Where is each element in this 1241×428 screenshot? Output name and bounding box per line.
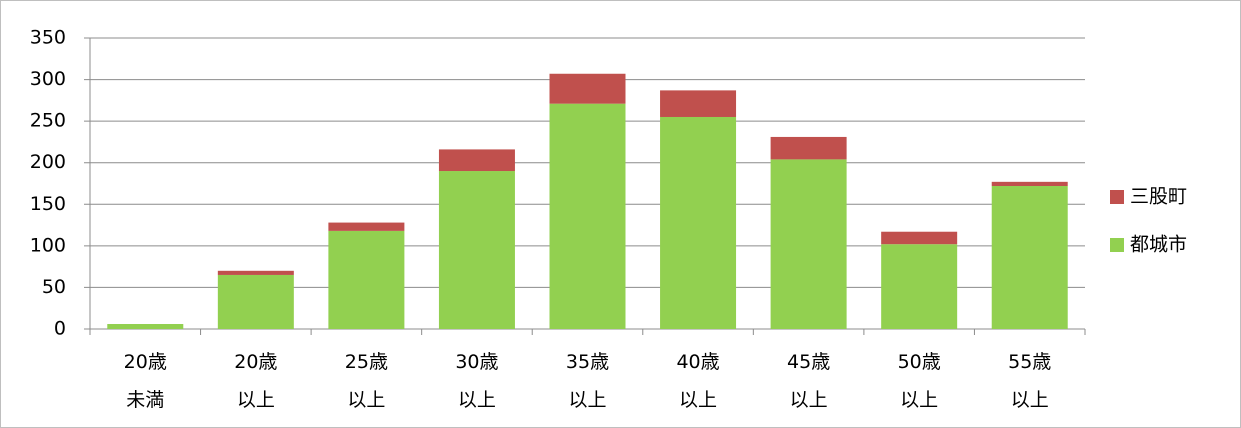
x-tick-label: 50歳以上 (898, 351, 941, 411)
legend-label: 都城市 (1130, 234, 1187, 256)
bar-segment (991, 181, 1068, 186)
bar-segment (107, 324, 184, 329)
legend-label: 三股町 (1130, 186, 1187, 208)
bar-segment (770, 136, 847, 160)
y-tick-label: 150 (30, 193, 66, 215)
x-tick-label: 35歳以上 (566, 351, 609, 411)
y-tick-label: 50 (42, 276, 66, 298)
x-tick-label: 20歳未満 (124, 351, 167, 411)
legend-swatch (1110, 190, 1124, 204)
y-tick-label: 250 (30, 110, 66, 132)
y-tick-label: 300 (30, 68, 66, 90)
y-tick-label: 200 (30, 151, 66, 173)
bar-segment (881, 244, 958, 329)
bar-segment (217, 270, 294, 275)
legend-swatch (1110, 238, 1124, 252)
x-tick-label: 30歳以上 (455, 351, 498, 411)
bar-segment (217, 274, 294, 329)
bar-segment (328, 230, 405, 329)
y-tick-label: 0 (54, 318, 66, 340)
bar-segment (549, 73, 626, 104)
y-tick-label: 350 (30, 27, 66, 49)
bar-segment (660, 116, 737, 329)
bar-segment (660, 90, 737, 117)
bar-segment (438, 171, 515, 329)
bar-segment (328, 222, 405, 231)
x-tick-label: 25歳以上 (345, 351, 388, 411)
bar-segment (991, 185, 1068, 329)
x-tick-label: 55歳以上 (1008, 351, 1051, 411)
bar-segment (549, 103, 626, 329)
bar-segment (438, 149, 515, 172)
bar-segment (770, 159, 847, 329)
x-tick-label: 40歳以上 (676, 351, 719, 411)
x-tick-label: 20歳以上 (234, 351, 277, 411)
y-tick-label: 100 (30, 234, 66, 256)
bar-segment (881, 231, 958, 245)
x-tick-label: 45歳以上 (787, 351, 830, 411)
